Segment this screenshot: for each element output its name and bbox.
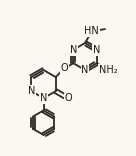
Text: HN: HN (84, 26, 99, 36)
Text: N: N (70, 45, 77, 55)
Text: N: N (81, 65, 89, 75)
Text: N: N (28, 86, 35, 96)
Text: O: O (61, 63, 68, 73)
Text: N: N (40, 93, 47, 103)
Text: N: N (93, 45, 100, 55)
Text: O: O (65, 93, 72, 103)
Text: NH₂: NH₂ (99, 65, 118, 75)
